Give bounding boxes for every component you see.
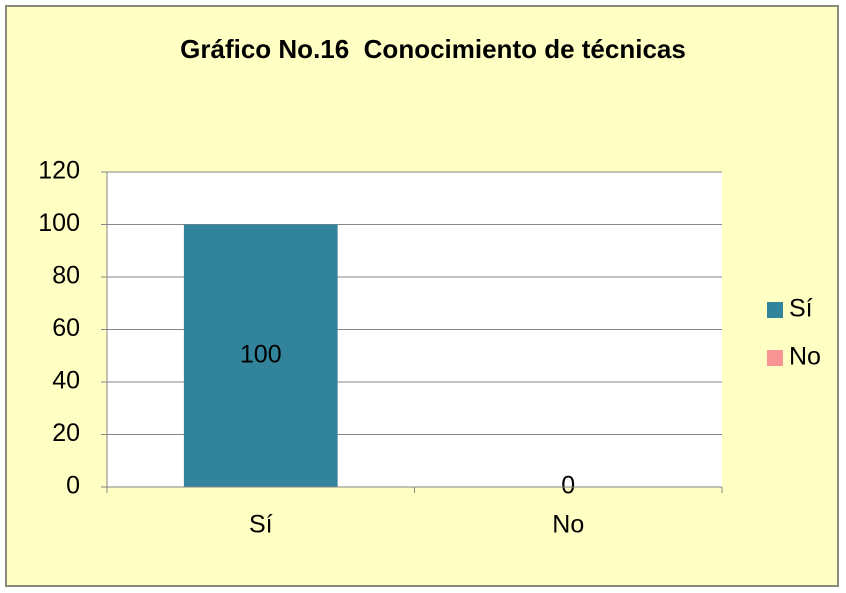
legend-swatch bbox=[767, 350, 783, 366]
x-tick-label: No bbox=[552, 511, 584, 539]
chart-title: Gráfico No.16 Conocimiento de técnicas bbox=[180, 34, 686, 64]
y-tick-label: 120 bbox=[38, 157, 80, 185]
data-label: 100 bbox=[240, 340, 282, 368]
legend-label: Sí bbox=[789, 295, 813, 323]
y-tick-label: 20 bbox=[52, 419, 80, 447]
bar bbox=[183, 224, 338, 487]
x-tick-label: Sí bbox=[249, 511, 273, 539]
legend-label: No bbox=[789, 343, 821, 371]
y-tick-label: 80 bbox=[52, 262, 80, 290]
y-tick-label: 40 bbox=[52, 367, 80, 395]
y-tick-label: 100 bbox=[38, 209, 80, 237]
y-tick-label: 60 bbox=[52, 314, 80, 342]
data-label: 0 bbox=[561, 472, 575, 500]
legend-swatch bbox=[767, 302, 783, 318]
y-tick-label: 0 bbox=[66, 472, 80, 500]
